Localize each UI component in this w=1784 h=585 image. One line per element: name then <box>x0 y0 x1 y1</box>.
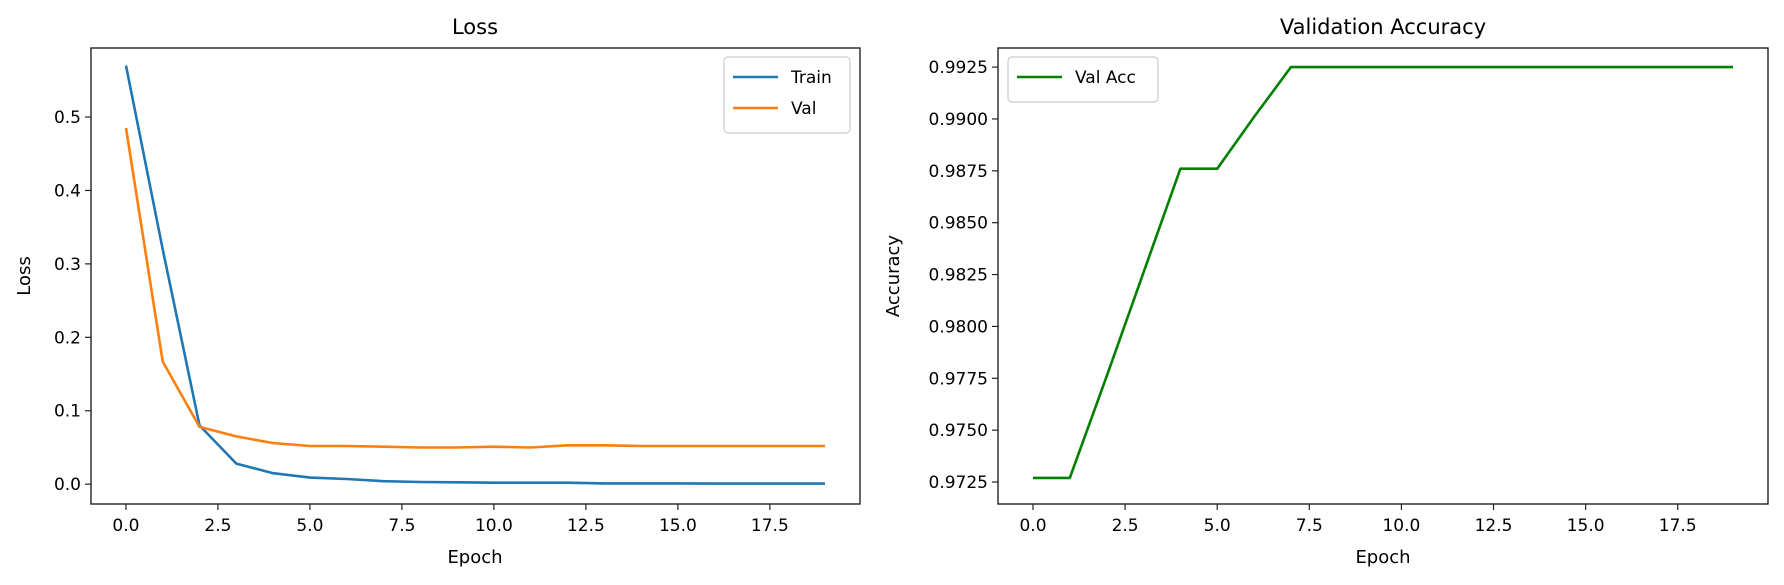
x-tick-label: 10.0 <box>475 516 513 536</box>
legend-label: Val <box>791 99 816 119</box>
y-tick-label: 0.9925 <box>929 58 988 78</box>
y-tick-label: 0.9850 <box>929 214 988 234</box>
y-tick-label: 0.9750 <box>929 421 988 441</box>
legend-label: Train <box>790 68 832 88</box>
y-tick-label: 0.9900 <box>929 110 988 130</box>
y-tick-label: 0.0 <box>54 475 81 495</box>
series-line-val <box>124 127 825 449</box>
x-tick-label: 15.0 <box>659 516 697 536</box>
series-line-val-acc <box>1033 65 1733 480</box>
legend: Val Acc <box>1007 56 1159 103</box>
x-tick-label: 2.5 <box>1112 516 1139 536</box>
loss-chart: Loss Epoch Loss 0.0 2.5 5.0 7.5 10.0 12.5 15.0… <box>14 15 861 568</box>
x-tick-label: 5.0 <box>1204 516 1231 536</box>
series-line-train <box>124 65 825 485</box>
y-tick-label: 0.4 <box>54 181 81 201</box>
y-tick-label: 0.9875 <box>929 162 988 182</box>
y-tick-label: 0.9775 <box>929 369 988 389</box>
y-tick-label: 0.2 <box>54 328 81 348</box>
x-tick-label: 0.0 <box>112 516 139 536</box>
y-tick-label: 0.1 <box>54 402 81 422</box>
y-axis-label: Accuracy <box>883 235 904 318</box>
legend-label: Val Acc <box>1075 68 1136 88</box>
x-tick-label: 15.0 <box>1567 516 1605 536</box>
legend: Train Val <box>723 56 851 134</box>
y-tick-label: 0.9800 <box>929 317 988 337</box>
x-tick-label: 5.0 <box>296 516 323 536</box>
y-tick-label: 0.9725 <box>929 473 988 493</box>
x-tick-label: 17.5 <box>1659 516 1697 536</box>
y-tick-label: 0.5 <box>54 108 81 128</box>
x-tick-label: 2.5 <box>204 516 231 536</box>
x-axis-label: Epoch <box>1355 547 1410 568</box>
legend-box <box>1007 56 1159 103</box>
x-tick-label: 12.5 <box>1475 516 1513 536</box>
x-tick-label: 7.5 <box>1296 516 1323 536</box>
x-axis-label: Epoch <box>447 547 502 568</box>
x-tick-label: 10.0 <box>1382 516 1420 536</box>
chart-title: Loss <box>452 15 498 39</box>
axes-frame <box>90 47 861 505</box>
accuracy-chart: Validation Accuracy Epoch Accuracy 0.0 2.… <box>883 15 1769 568</box>
y-tick-label: 0.9825 <box>929 266 988 286</box>
axes-frame <box>997 47 1769 505</box>
y-axis-label: Loss <box>14 256 35 295</box>
y-tick-label: 0.3 <box>54 255 81 275</box>
chart-title: Validation Accuracy <box>1280 15 1486 39</box>
x-tick-label: 17.5 <box>751 516 789 536</box>
x-tick-label: 12.5 <box>567 516 605 536</box>
x-tick-label: 0.0 <box>1019 516 1046 536</box>
x-tick-label: 7.5 <box>388 516 415 536</box>
